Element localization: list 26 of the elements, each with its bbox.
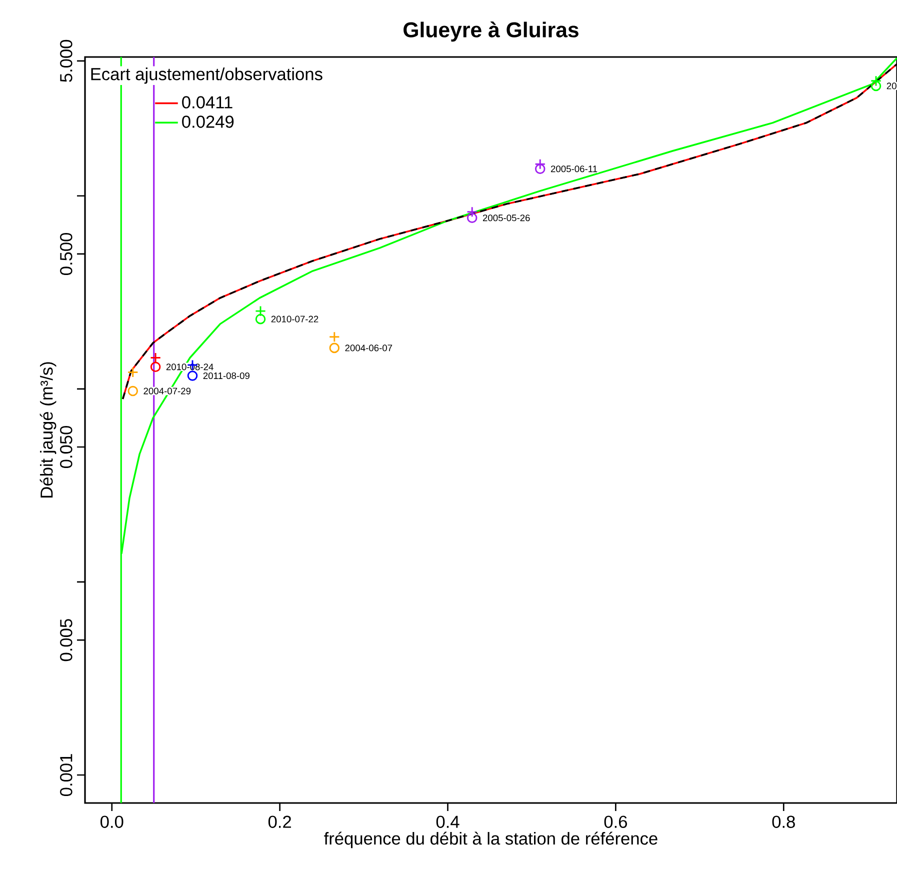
x-tick-label: 0.8: [772, 816, 795, 828]
y-tick-label: 0.050: [60, 426, 72, 468]
point: [150, 362, 161, 372]
annotation: 2004-06-07: [345, 344, 392, 352]
x-axis-title: fréquence du débit à la station de référence: [324, 832, 658, 848]
x-tick-label: 0.4: [436, 816, 460, 828]
y-tick-label: 0.001: [60, 754, 72, 796]
legend-label: 0.0411: [182, 96, 232, 108]
x-tick-label: 0.0: [100, 816, 124, 828]
annotation: 2004-07-29: [144, 388, 191, 394]
x-tick-label: 0.2: [268, 816, 291, 828]
point: [187, 370, 198, 381]
y-tick-label: 0.500: [60, 232, 72, 275]
y-axis-title: Débit jaugé (m³/s): [40, 362, 56, 498]
point: [150, 352, 162, 364]
annotation: 2005-05-26: [482, 214, 530, 222]
annotation: 2010-07-22: [271, 316, 318, 322]
legend-title: Ecart ajustement/observations: [91, 68, 322, 84]
y-tick-label: 5.000: [60, 40, 72, 82]
annotation: 20: [886, 82, 896, 90]
chart-title: Glueyre à Gluiras: [404, 22, 578, 42]
x-tick-label: 0.6: [604, 816, 627, 828]
legend-label: 0.0249: [182, 116, 234, 128]
annotation: 2005-06-11: [550, 166, 598, 172]
annotation: 2011-08-09: [203, 372, 250, 380]
y-tick-label: 0.005: [60, 619, 72, 662]
